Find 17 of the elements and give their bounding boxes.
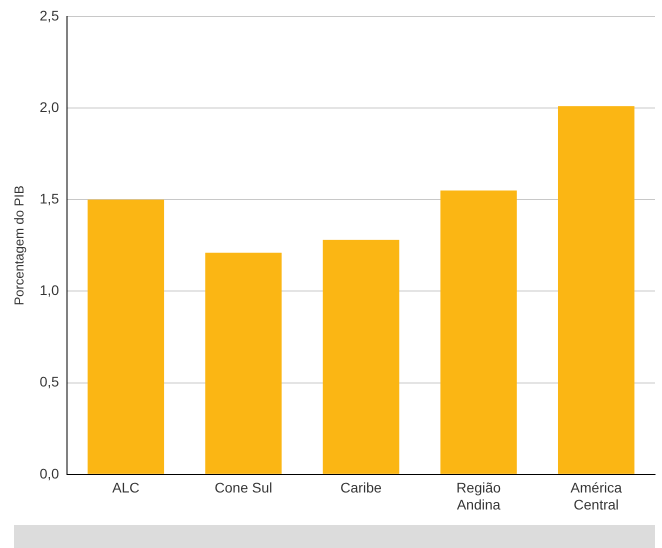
y-axis-title: Porcentagem do PIB	[11, 185, 26, 306]
y-tick-label: 0,0	[40, 465, 60, 482]
x-tick-label: Caribe	[340, 480, 382, 496]
y-tick-label: 2,0	[40, 98, 60, 115]
y-tick-label: 2,5	[40, 7, 60, 24]
x-tick-label: ALC	[112, 480, 140, 496]
y-tick-label: 1,5	[40, 190, 60, 206]
x-tick-label: Região Andina	[456, 480, 502, 512]
bar	[88, 200, 164, 474]
bar	[205, 252, 282, 474]
bar	[558, 106, 634, 474]
x-tick-label: Cone Sul	[214, 480, 272, 496]
bar	[322, 240, 400, 474]
x-tick-label: América Central	[570, 480, 622, 512]
y-tick-label: 1,0	[40, 282, 60, 298]
bar	[440, 190, 517, 474]
y-tick-label: 0,5	[40, 374, 60, 390]
